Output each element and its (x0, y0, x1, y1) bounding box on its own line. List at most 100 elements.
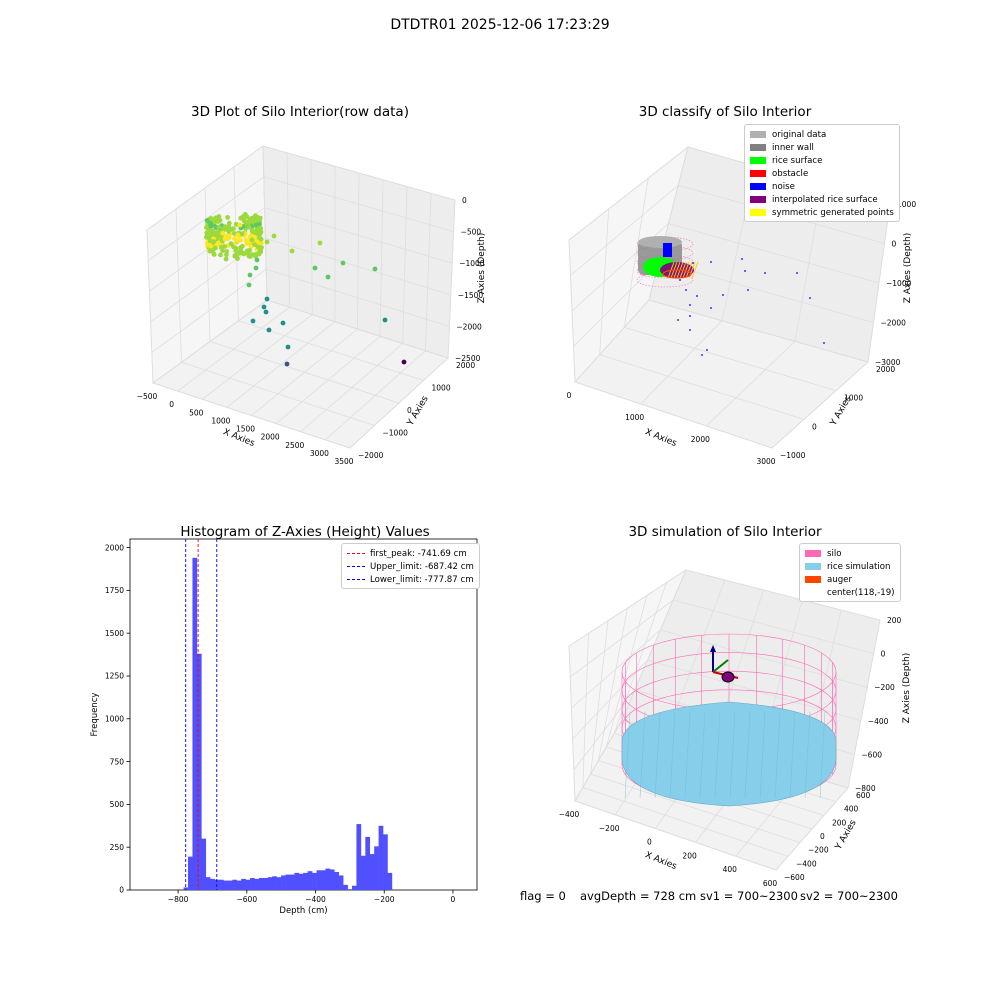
x-tick-label: 1000 (211, 416, 230, 425)
histogram-frame (129, 538, 478, 891)
gridline (266, 299, 449, 359)
gridline (571, 629, 661, 709)
raw-point (226, 220, 232, 226)
histogram-bar (356, 824, 362, 890)
histogram-bar (360, 855, 366, 890)
legend-entry-silo: silo (805, 547, 895, 560)
gridline (146, 229, 154, 384)
raw-point (238, 237, 243, 243)
raw-point (317, 240, 323, 246)
raw-point (238, 215, 244, 221)
legend-label: rice simulation (827, 561, 891, 572)
gridline (233, 166, 239, 321)
legend-swatch (750, 144, 766, 151)
gridline (660, 629, 868, 688)
gridline (706, 341, 796, 427)
x-tick-label: −600 (237, 895, 258, 904)
z-axis-label: Z Axies (Depth) (902, 653, 912, 724)
y-tick-label: 250 (110, 843, 125, 852)
raw-point (236, 251, 242, 256)
raw-point (216, 214, 222, 219)
y-tick-label: 1750 (105, 586, 124, 595)
z-tick-label: −400 (868, 717, 889, 726)
x-tick-label: 500 (189, 408, 204, 417)
classify-legend: original data inner wall rice surface ob… (744, 124, 900, 222)
raw-point (280, 320, 286, 326)
histogram-bar (219, 879, 224, 890)
inner-wall-top (638, 236, 682, 248)
gridline (262, 145, 268, 301)
histogram-bar (196, 653, 202, 890)
histogram-bar (374, 846, 379, 890)
z-tick-label: −1000 (459, 259, 485, 268)
z-tick-label: −2000 (881, 319, 907, 328)
x-tick-label: 400 (723, 865, 738, 874)
legend-label: rice surface (772, 155, 823, 166)
noise-point (744, 270, 746, 272)
gridline (152, 299, 268, 384)
x-tick-label: −200 (374, 895, 395, 904)
x-axis-label: X Axies (643, 850, 678, 872)
histogram-bar (294, 872, 300, 890)
legend-swatch (805, 550, 821, 557)
y-tick-label: 1000 (105, 714, 124, 723)
raw-point (207, 228, 212, 234)
raw-point (248, 244, 254, 249)
raw-point (228, 241, 234, 247)
gridline (181, 361, 375, 426)
y-tick-label: −200 (808, 846, 829, 855)
gridline (209, 341, 400, 404)
raw-point (253, 265, 259, 271)
histogram-bar (227, 880, 233, 890)
histogram-bar (320, 870, 326, 890)
symmetric-point-stripe (685, 261, 693, 279)
histogram-bar (285, 874, 291, 890)
legend-entry-inner-wall: inner wall (750, 141, 894, 154)
rice-mesh-line (669, 711, 676, 799)
legend-entry-original-data: original data (750, 128, 894, 141)
gridline (624, 326, 837, 392)
noise-point (710, 261, 712, 263)
y-tick-label: 600 (856, 791, 871, 800)
histogram-bar (281, 875, 286, 890)
y-tick-label: 2000 (105, 543, 124, 552)
legend-label: interpolated rice surface (772, 194, 878, 205)
noise-point (741, 258, 743, 260)
gridline (590, 620, 609, 775)
gridline (574, 800, 777, 871)
raw-point (264, 296, 270, 302)
x-tick-label: 2000 (261, 433, 280, 442)
z-tick-label: −2500 (455, 354, 481, 363)
noise-point (689, 304, 691, 306)
histogram-bar (369, 854, 375, 890)
center-marker (721, 671, 735, 683)
z-tick-label: −200 (874, 683, 895, 692)
histogram-bar (316, 870, 322, 890)
legend-entry-lower-limit: Lower_limit: -777.87 cm (347, 573, 474, 586)
raw-point (258, 249, 263, 255)
z-tick-label: 0 (881, 650, 886, 659)
raw-point (235, 256, 240, 261)
legend-label: Upper_limit: -687.42 cm (370, 561, 474, 572)
raw-point (259, 240, 264, 246)
gridline (582, 633, 589, 788)
legend-entry-rice-simulation: rice simulation (805, 560, 895, 573)
histogram-bar (329, 869, 335, 890)
x-axis-label: Depth (cm) (279, 906, 327, 916)
raw-point (246, 282, 252, 288)
legend-swatch (750, 209, 766, 216)
raw-point (250, 228, 255, 234)
noise-point (823, 342, 825, 344)
raw-point (218, 252, 223, 258)
rice-mesh-line (699, 711, 706, 799)
histogram-bar (254, 878, 260, 890)
raw-point (284, 361, 290, 367)
raw-point (222, 224, 228, 230)
raw-point (235, 232, 241, 238)
rice-mesh-line (789, 711, 796, 799)
noise-point (689, 329, 691, 331)
histogram-bar (205, 877, 211, 890)
z-axis-label: Z Axies (Depth) (477, 233, 487, 304)
gridline (598, 607, 628, 761)
rice-mesh-line (744, 711, 751, 799)
